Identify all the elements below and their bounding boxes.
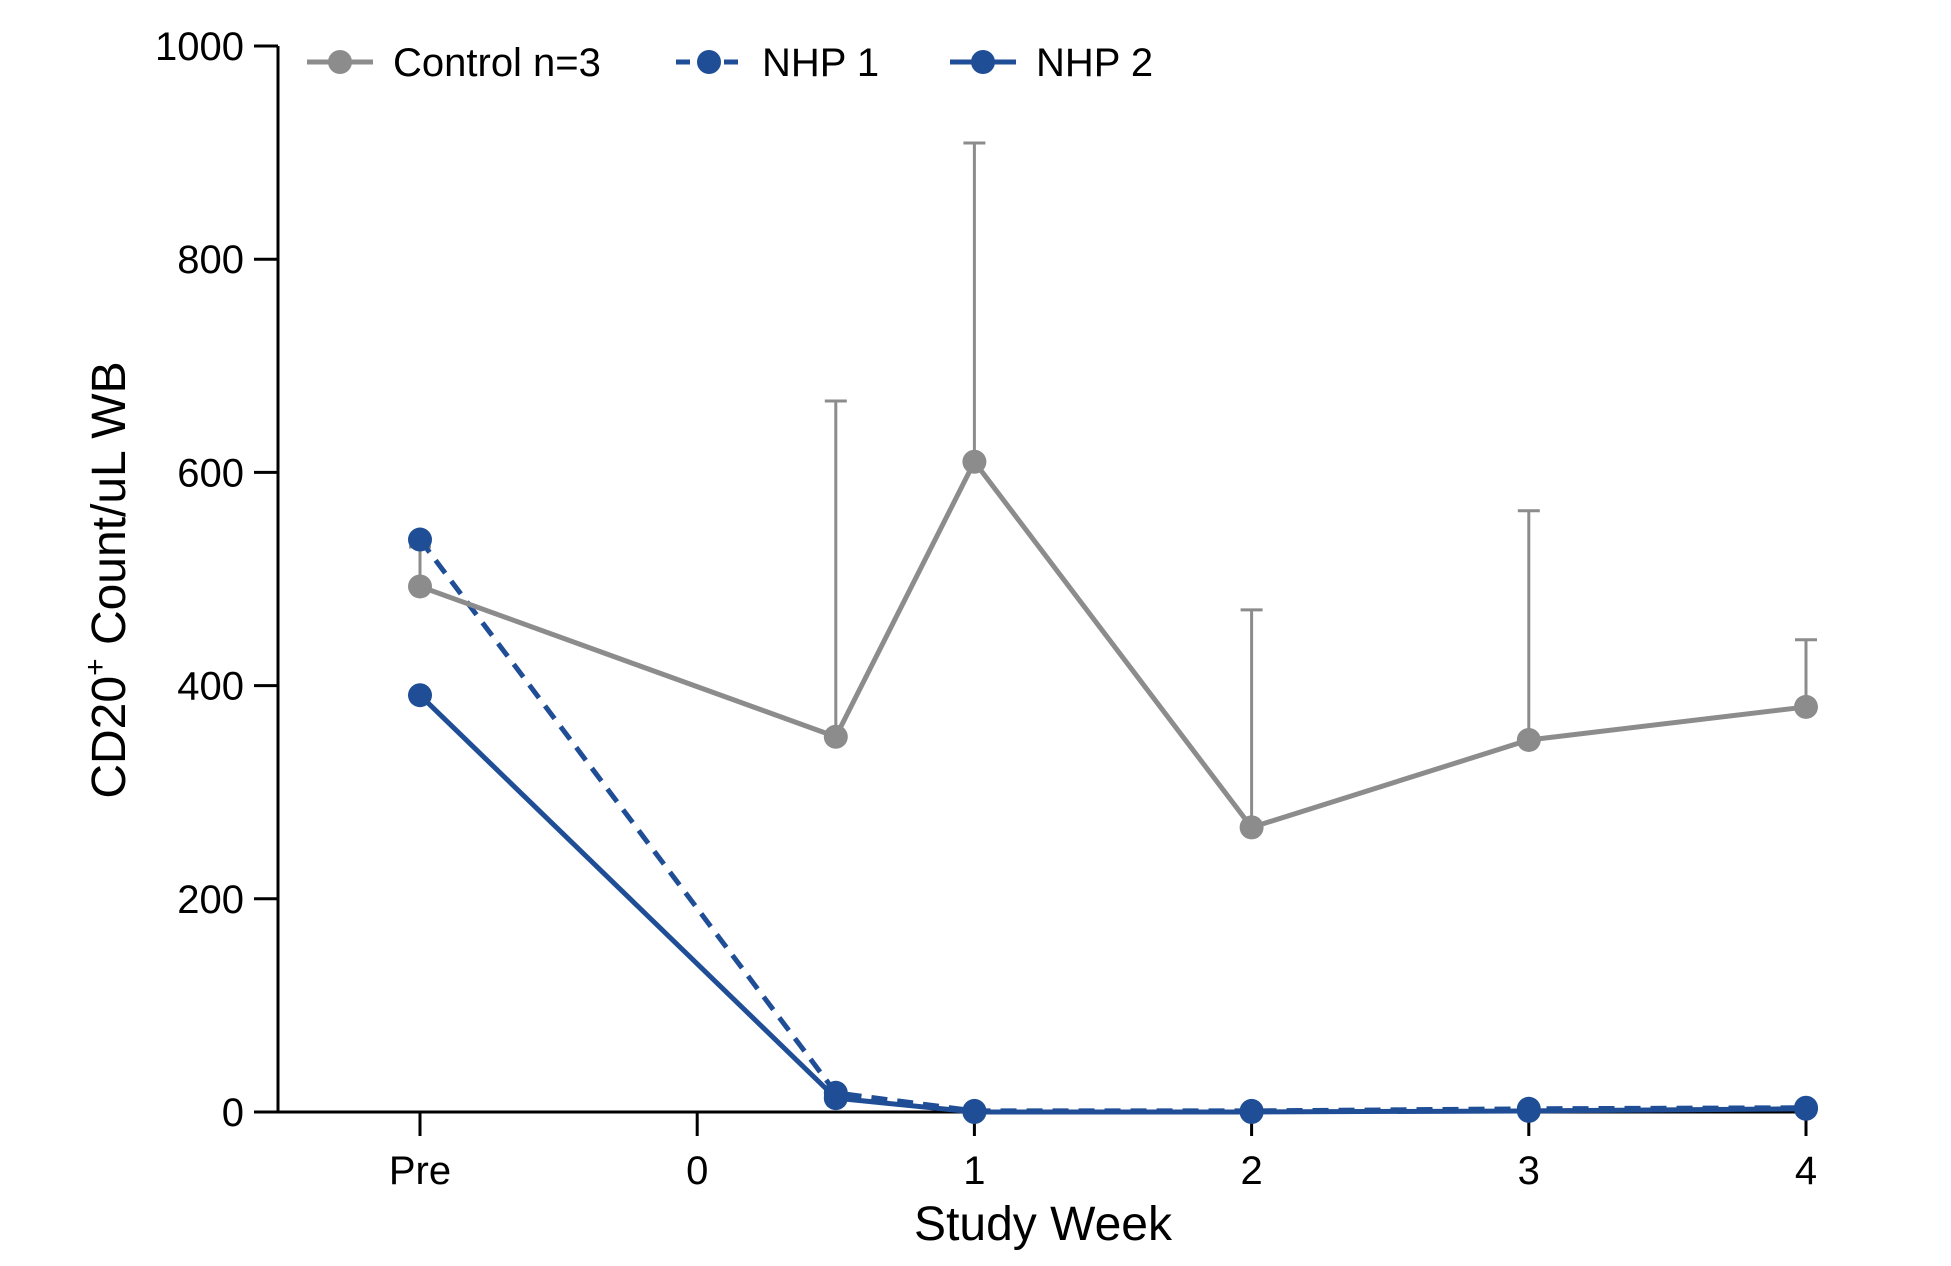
series-line: [418, 693, 1807, 1115]
series-control-n-3: [408, 449, 1818, 840]
data-point: [408, 527, 432, 552]
data-point: [962, 449, 987, 474]
x-tick-label: 0: [686, 1149, 708, 1193]
series-lines: [408, 449, 1818, 1124]
y-axis-title-superscript: +: [79, 658, 112, 676]
x-tick-label: 4: [1795, 1149, 1817, 1193]
legend-label: NHP 2: [1036, 41, 1153, 85]
data-point: [823, 724, 848, 749]
data-point: [1794, 694, 1818, 719]
y-tick-label: 400: [177, 665, 244, 709]
error-bars: [409, 141, 1817, 828]
x-tick-label: 2: [1240, 1149, 1262, 1193]
series-nhp-2: [408, 683, 1818, 1124]
legend: Control n=3 NHP 1 NHP 2: [307, 41, 1153, 85]
x-tick-label: 1: [963, 1149, 985, 1193]
x-axis-title: Study Week: [914, 1198, 1173, 1251]
legend-swatch-marker: [971, 50, 995, 74]
data-point: [823, 1086, 848, 1111]
data-point: [1239, 815, 1264, 840]
series-line: [418, 538, 1807, 1114]
data-point: [408, 574, 432, 599]
y-axis-title-main: CD20: [83, 676, 136, 799]
legend-item: NHP 1: [676, 41, 879, 85]
series-line: [419, 459, 1807, 830]
legend-label: Control n=3: [393, 41, 601, 85]
x-tick-label: 3: [1518, 1149, 1540, 1193]
y-axis-title: CD20+ Count/uL WB: [79, 361, 136, 798]
data-point: [1794, 1096, 1818, 1121]
legend-label: NHP 1: [762, 41, 879, 85]
data-point: [962, 1100, 987, 1124]
y-tick-label: 600: [177, 451, 244, 495]
legend-item: NHP 2: [950, 41, 1153, 85]
data-point: [1516, 727, 1541, 752]
data-point: [1516, 1098, 1541, 1123]
y-tick-label: 0: [222, 1091, 244, 1135]
data-point: [1239, 1100, 1264, 1124]
legend-swatch-marker: [328, 50, 352, 74]
series-nhp-1: [408, 527, 1818, 1123]
data-point: [408, 683, 432, 708]
x-tick-label: Pre: [389, 1149, 451, 1193]
legend-item: Control n=3: [307, 41, 601, 85]
y-tick-label: 200: [177, 878, 244, 922]
axes: 0 200 400 600 800 1000 Pre 0 1 2 3 4: [155, 25, 1817, 1193]
y-tick-label: 800: [177, 238, 244, 282]
y-axis-title-rest: Count/uL WB: [83, 361, 136, 658]
y-tick-label: 1000: [155, 25, 244, 69]
legend-swatch-marker: [697, 50, 721, 74]
